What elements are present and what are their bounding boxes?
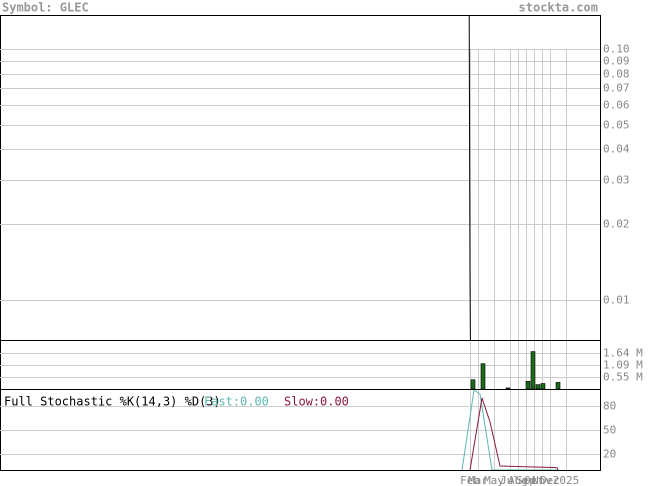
volume-bar	[470, 379, 476, 390]
y-tick-label: 0.06	[603, 99, 630, 112]
price-line	[468, 15, 471, 340]
price-line	[461, 390, 557, 470]
price-line	[469, 397, 559, 470]
x-tick-label: 2025	[553, 474, 580, 486]
y-tick-label: 0.07	[603, 82, 630, 95]
legend-value: 0.00	[320, 395, 349, 409]
symbol: Symbol: GLEC	[2, 1, 89, 15]
x-tick-label: Oct	[524, 474, 544, 486]
y-tick-label: 0.10	[603, 43, 630, 56]
volume-bar	[480, 363, 486, 390]
y-tick-label: 1.64 M	[603, 347, 643, 360]
frame	[0, 15, 601, 471]
x-tick-label: Feb	[460, 474, 480, 486]
y-tick-label: 0.55 M	[603, 371, 643, 384]
legend-name: Fast:	[204, 395, 240, 409]
x-tick-label: Jul	[500, 474, 520, 486]
legend-value: 0.00	[240, 395, 269, 409]
x-tick-label: Nov	[532, 474, 552, 486]
y-tick-label: 0.02	[603, 218, 630, 231]
volume-bar	[540, 383, 546, 390]
volume-bar	[505, 387, 511, 390]
y-tick-label: 0.03	[603, 174, 630, 187]
x-tick-label: Mar	[468, 474, 488, 486]
x-tick-label: Sep	[516, 474, 536, 486]
volume-bar	[555, 382, 561, 390]
volume-bar	[535, 384, 541, 390]
y-tick-label: 50	[603, 424, 616, 437]
legend-name: Slow:	[284, 395, 320, 409]
y-tick-label: 80	[603, 400, 616, 413]
y-tick-label: 0.05	[603, 119, 630, 132]
y-tick-label: 0.09	[603, 55, 630, 68]
volume-bar	[525, 380, 531, 390]
y-tick-label: 1.09 M	[603, 359, 643, 372]
y-tick-label: 20	[603, 448, 616, 461]
volume-bar	[530, 351, 536, 390]
site: stockta.com	[519, 1, 598, 15]
x-tick-label: Aug	[508, 474, 528, 486]
y-tick-label: 0.08	[603, 68, 630, 81]
x-tick-label: Dec	[540, 474, 560, 486]
x-tick-label: May	[484, 474, 504, 486]
y-tick-label: 0.04	[603, 143, 630, 156]
stochastic-title: Full Stochastic %K(14,3) %D(3)	[4, 395, 221, 409]
y-tick-label: 0.01	[603, 294, 630, 307]
